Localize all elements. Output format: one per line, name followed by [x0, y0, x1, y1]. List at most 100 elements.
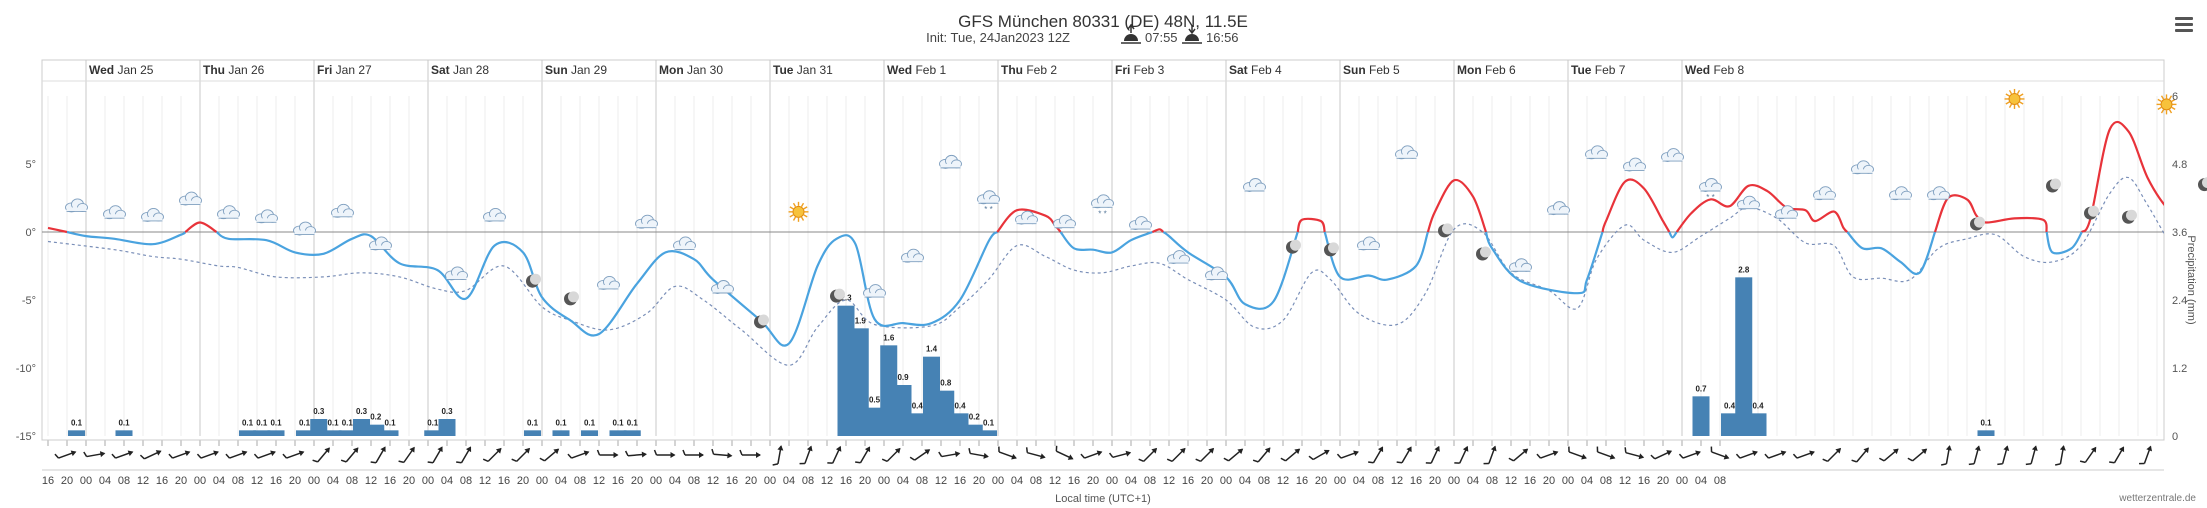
- precip-value-label: 0.7: [1695, 384, 1707, 393]
- precip-bar: [894, 385, 912, 436]
- temperature-line-warm: [1426, 178, 1488, 233]
- y-left-tick-label: -15°: [16, 431, 36, 443]
- cloud-icon: [673, 236, 696, 251]
- wind-arrow-icon: [225, 450, 248, 459]
- precip-value-label: 0.1: [612, 418, 624, 427]
- hour-tick-label: 16: [384, 475, 396, 487]
- precip-value-label: 1.6: [883, 333, 895, 342]
- y-right-tick-label: 4.8: [2172, 159, 2187, 171]
- precip-bar: [552, 430, 570, 436]
- day-label: Fri Feb 3: [1115, 63, 1165, 77]
- weather-icons: * * * * * *: [65, 88, 2207, 329]
- cloud-icon: [483, 207, 506, 222]
- temperature-line-warm: [1675, 183, 1849, 233]
- precip-bar: [880, 345, 898, 436]
- sun-icon: [2004, 88, 2025, 109]
- cloud-icon: [1205, 266, 1228, 281]
- day-label: Tue Feb 7: [1571, 63, 1626, 77]
- hour-tick-label: 12: [1163, 475, 1175, 487]
- precip-value-label: 0.5: [869, 396, 881, 405]
- wind-arrow-icon: [1735, 450, 1758, 459]
- wind-arrow-icon: [539, 448, 560, 462]
- wind-arrow-icon: [1879, 448, 1899, 462]
- precip-value-label: 2.8: [1738, 265, 1750, 274]
- menu-icon-bar: [2175, 17, 2193, 20]
- wind-arrow-icon: [1822, 447, 1842, 463]
- precip-value-label: 0.1: [427, 418, 439, 427]
- wind-arrow-icon: [54, 450, 77, 459]
- hour-tick-label: 00: [194, 475, 206, 487]
- wind-arrow-icon: [1968, 445, 1981, 466]
- hour-tick-label: 00: [422, 475, 434, 487]
- hour-tick-label: 16: [156, 475, 168, 487]
- temperature-line-cold: [1323, 231, 1429, 282]
- hour-tick-label: 20: [289, 475, 301, 487]
- wind-arrow-icon: [1851, 447, 1869, 463]
- hour-tick-label: 04: [555, 475, 567, 487]
- precip-value-label: 0.1: [299, 418, 311, 427]
- hour-tick-label: 12: [935, 475, 947, 487]
- precip-bar: [239, 430, 256, 436]
- hour-tick-label: 20: [1315, 475, 1327, 487]
- precip-bar: [324, 430, 342, 436]
- precip-value-label: 0.1: [342, 418, 354, 427]
- credit-label: wetterzentrale.de: [2118, 493, 2196, 504]
- wind-arrow-icon: [827, 445, 842, 464]
- menu-icon-bar: [2175, 29, 2193, 32]
- temperature-lines: [47, 120, 2164, 366]
- axes-layer: Wed Jan 25 Thu Jan 26 Fri Jan 27 Sat Jan 28…: [16, 63, 2188, 487]
- grid-layer: [41, 59, 2165, 471]
- precip-bar: [310, 419, 328, 436]
- day-label: Sun Feb 5: [1343, 63, 1400, 77]
- wind-arrow-icon: [1764, 450, 1787, 459]
- precip-value-label: 2.3: [840, 294, 852, 303]
- hour-tick-label: 08: [1372, 475, 1384, 487]
- wind-arrow-icon: [139, 450, 162, 460]
- x-axis-label: Local time (UTC+1): [1055, 493, 1151, 505]
- wind-arrow-icon: [855, 446, 871, 464]
- hour-tick-label: 04: [1353, 475, 1365, 487]
- y-right-tick-label: 3.6: [2172, 227, 2187, 239]
- wind-arrow-icon: [1055, 445, 1074, 460]
- precip-bar: [937, 390, 955, 436]
- precip-value-label: 0.1: [384, 418, 396, 427]
- precip-value-label: 0.1: [256, 418, 268, 427]
- hour-tick-label: 04: [669, 475, 681, 487]
- temperature-line-warm: [2080, 120, 2164, 233]
- hour-tick-label: 00: [1334, 475, 1346, 487]
- wind-arrow-icon: [456, 446, 472, 464]
- hour-tick-label: 16: [840, 475, 852, 487]
- precip-bar: [866, 407, 883, 436]
- day-label: Tue Jan 31: [773, 63, 833, 77]
- precip-bar: [1749, 413, 1767, 436]
- cloud-icon: [103, 205, 126, 220]
- cloud-icon: [1509, 258, 1532, 273]
- precip-bar: [1721, 413, 1738, 436]
- precip-bar: [965, 424, 983, 436]
- y-left-tick-label: -10°: [16, 363, 36, 375]
- hour-tick-label: 00: [1676, 475, 1688, 487]
- wind-arrow-icon: [881, 447, 901, 463]
- menu-icon[interactable]: [2175, 17, 2193, 35]
- moon-icon: [1476, 246, 1491, 261]
- y-right-tick-label: 2.4: [2172, 295, 2187, 307]
- hour-tick-label: 00: [80, 475, 92, 487]
- temperature-line-warm: [1151, 228, 1165, 234]
- chart-frame: [41, 59, 2165, 441]
- snow-icon: * *: [1699, 178, 1722, 202]
- hour-tick-label: 08: [118, 475, 130, 487]
- wind-arrow-icon: [196, 450, 219, 459]
- hour-tick-label: 04: [1125, 475, 1137, 487]
- precip-bar: [623, 430, 641, 436]
- hour-tick-label: 20: [517, 475, 529, 487]
- wind-arrow-icon: [1454, 445, 1469, 464]
- hour-tick-label: 08: [1258, 475, 1270, 487]
- hour-tick-label: 00: [308, 475, 320, 487]
- hour-tick-label: 04: [1011, 475, 1023, 487]
- wind-arrow-icon: [1568, 446, 1587, 460]
- hour-tick-label: 20: [1087, 475, 1099, 487]
- cloud-icon: [369, 236, 392, 251]
- chart-subtitle: Init: Tue, 24Jan2023 12Z 07:55 16:56: [926, 23, 1239, 45]
